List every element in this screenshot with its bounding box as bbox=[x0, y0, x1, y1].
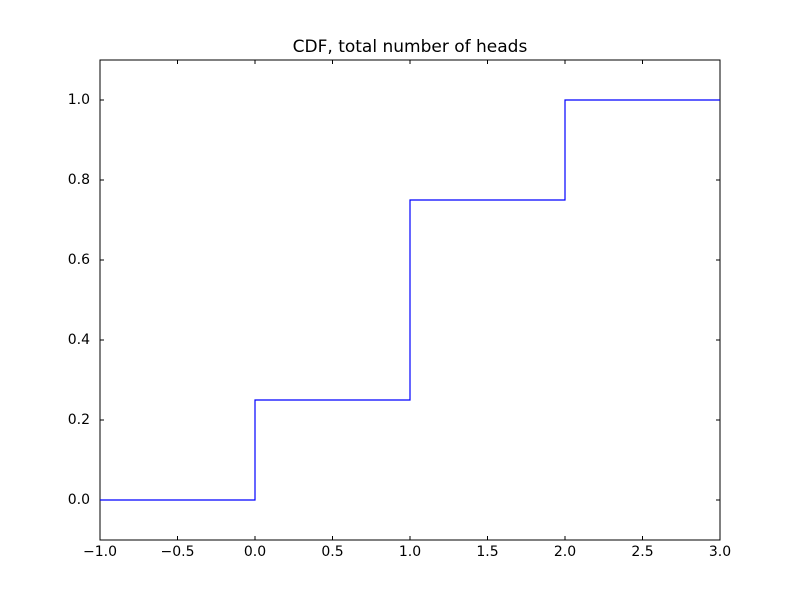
x-tick-label: −1.0 bbox=[83, 544, 117, 560]
x-tick-label: 1.5 bbox=[476, 544, 498, 560]
y-tick-label: 0.0 bbox=[68, 492, 90, 508]
x-tick-label: 0.0 bbox=[244, 544, 266, 560]
x-tick-label: −0.5 bbox=[161, 544, 195, 560]
x-tick-label: 2.0 bbox=[554, 544, 576, 560]
y-tick-label: 0.2 bbox=[68, 412, 90, 428]
cdf-line bbox=[100, 99, 720, 501]
x-tick-label: 2.5 bbox=[631, 544, 653, 560]
x-tick-label: 0.5 bbox=[321, 544, 343, 560]
y-tick-label: 0.6 bbox=[68, 252, 90, 268]
x-tick-label: 3.0 bbox=[709, 544, 731, 560]
y-tick-label: 0.4 bbox=[68, 332, 90, 348]
y-tick-label: 0.8 bbox=[68, 172, 90, 188]
x-tick-label: 1.0 bbox=[399, 544, 421, 560]
y-tick-label: 1.0 bbox=[68, 92, 90, 108]
chart-title: CDF, total number of heads bbox=[293, 37, 528, 57]
